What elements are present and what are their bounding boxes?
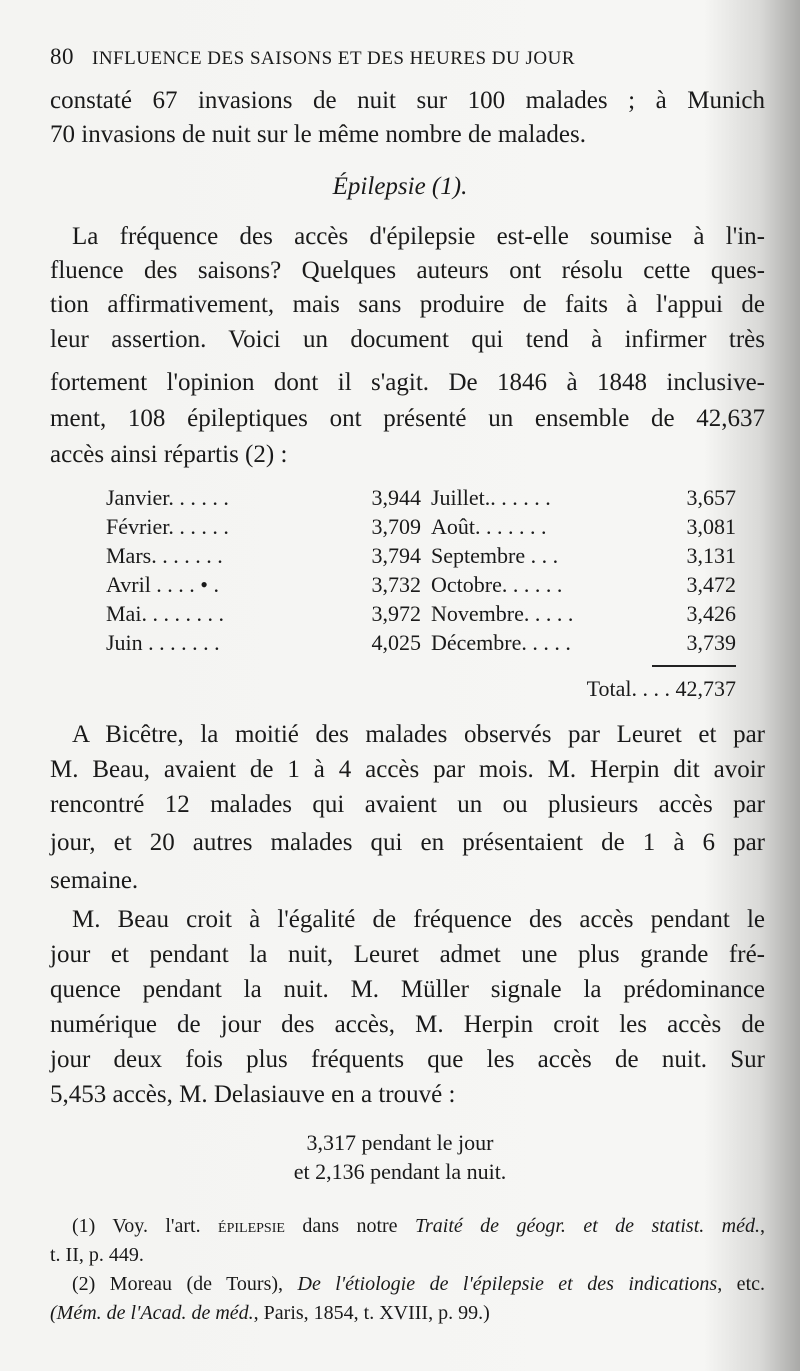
text-line: constaté 67 invasions de nuit sur 100 ma… (50, 87, 765, 114)
month-label: Mai. . . . . . . . (106, 601, 224, 626)
text-line: semaine. (50, 867, 139, 894)
month-label: Mars. . . . . . . (106, 543, 223, 568)
month-value: 3,426 (686, 601, 737, 626)
month-label: Juin . . . . . . . (106, 630, 220, 655)
footnote-text: , (760, 1215, 765, 1237)
footnote-title: De l'étiologie de l'épilepsie et des ind… (297, 1273, 718, 1295)
month-value: 3,657 (686, 485, 737, 510)
footnote-1: (1) Voy. l'art. ÉPILEPSIE dans notre Tra… (72, 1213, 765, 1242)
table-row: Mars. . . . . . . 3,794 Septembre . . . 3,1… (106, 542, 736, 570)
footnote-text: (2) Moreau (de Tours), (72, 1273, 284, 1295)
month-label: Avril . . . . • . (106, 572, 220, 597)
month-label: Août. . . . . . . (431, 514, 547, 539)
footnote-text: , Paris, 1854, t. XVIII, p. 99.) (253, 1302, 490, 1324)
text-line: jour et pendant la nuit, Leuret admet un… (50, 941, 765, 968)
month-label: Novembre. . . . . (431, 601, 574, 626)
month-value: 3,972 (371, 601, 422, 626)
text-line: 5,453 accès, M. Delasiauve en a trouvé : (50, 1081, 456, 1108)
text-line: La fréquence des accès d'épilepsie est-e… (72, 223, 765, 250)
section-title: Épilepsie (1). (332, 173, 468, 200)
footnote-text: , etc. (717, 1273, 765, 1295)
month-value: 3,739 (686, 630, 737, 655)
month-value: 3,944 (371, 485, 422, 510)
footnote-2-cont: (Mém. de l'Acad. de méd., Paris, 1854, t… (50, 1300, 765, 1326)
total-value: 42,737 (675, 676, 737, 701)
text-line: jour deux fois plus fréquents que les ac… (50, 1046, 765, 1073)
text-line: jour, et 20 autres malades qui en présen… (50, 829, 765, 856)
month-value: 4,025 (371, 630, 422, 655)
month-value: 3,794 (371, 543, 422, 568)
sum-rule (652, 665, 736, 667)
centered-line: 3,317 pendant le jour (306, 1130, 494, 1155)
month-label: Octobre. . . . . . (431, 572, 563, 597)
footnote-title: Traité de géogr. et de statist. méd. (414, 1215, 760, 1237)
month-value: 3,709 (371, 514, 422, 539)
text-line: numérique de jour des accès, M. Herpin c… (50, 1011, 765, 1038)
table-row: Février. . . . . . 3,709 Août. . . . . . .… (106, 513, 736, 541)
month-value: 3,131 (686, 543, 737, 568)
text-line: fortement l'opinion dont il s'agit. De 1… (50, 369, 765, 396)
text-line: ment, 108 épileptiques ont présenté un e… (50, 405, 765, 432)
footnote-title: (Mém. de l'Acad. de méd. (50, 1302, 254, 1324)
table-row: Avril . . . . • . 3,732 Octobre. . . . . .… (106, 571, 736, 599)
table-total: Total. . . . 42,737 (480, 676, 736, 702)
text-line: tion affirmativement, mais sans produire… (50, 291, 765, 318)
centered-line: et 2,136 pendant la nuit. (293, 1159, 507, 1184)
text-line: accès ainsi répartis (2) : (50, 441, 288, 468)
text-line: M. Beau croit à l'égalité de fréquence d… (72, 906, 765, 933)
total-label: Total. . . . (586, 676, 670, 701)
text-line: A Bicêtre, la moitié des malades observé… (72, 721, 765, 748)
table-row: Mai. . . . . . . . 3,972 Novembre. . . . .… (106, 600, 736, 628)
text-line: fluence des saisons? Quelques auteurs on… (50, 257, 765, 284)
month-label: Juillet.. . . . . . (431, 485, 551, 510)
text-line: quence pendant la nuit. M. Müller signal… (50, 976, 765, 1003)
page-number: 80 (50, 44, 74, 69)
table-row: Juin . . . . . . . 4,025 Décembre. . . . .… (106, 629, 736, 657)
month-value: 3,732 (371, 572, 422, 597)
running-title: INFLUENCE DES SAISONS ET DES HEURES DU J… (92, 48, 575, 69)
month-label: Février. . . . . . (106, 514, 229, 539)
footnote-1-cont: t. II, p. 449. (50, 1244, 144, 1266)
text-line: leur assertion. Voici un document qui te… (50, 326, 765, 353)
month-value: 3,472 (686, 572, 737, 597)
running-header: 80 INFLUENCE DES SAISONS ET DES HEURES DU… (50, 42, 765, 74)
month-label: Septembre . . . (431, 543, 559, 568)
text-line: 70 invasions de nuit sur le même nombre … (50, 121, 586, 148)
footnote-2: (2) Moreau (de Tours), De l'étiologie de… (72, 1271, 765, 1297)
month-value: 3,081 (686, 514, 737, 539)
table-row: Janvier. . . . . . 3,944 Juillet.. . . . .… (106, 484, 736, 512)
month-label: Décembre. . . . . (431, 630, 571, 655)
text-line: M. Beau, avaient de 1 à 4 accès par mois… (50, 756, 765, 783)
text-line: rencontré 12 malades qui avaient un ou p… (50, 791, 765, 818)
footnote-text: ÉPILEPSIE (218, 1221, 285, 1236)
month-label: Janvier. . . . . . (106, 485, 229, 510)
footnote-text: (1) Voy. l'art. (72, 1215, 201, 1237)
footnote-text: dans notre (302, 1215, 398, 1237)
